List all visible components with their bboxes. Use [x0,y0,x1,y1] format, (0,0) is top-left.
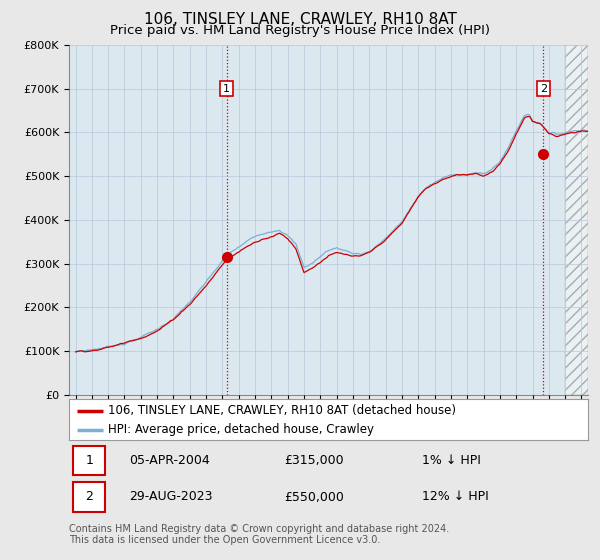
Text: 1: 1 [223,83,230,94]
Text: Price paid vs. HM Land Registry's House Price Index (HPI): Price paid vs. HM Land Registry's House … [110,24,490,36]
Bar [565,45,588,395]
Text: Contains HM Land Registry data © Crown copyright and database right 2024.
This d: Contains HM Land Registry data © Crown c… [69,524,449,545]
Text: HPI: Average price, detached house, Crawley: HPI: Average price, detached house, Craw… [108,423,374,436]
Text: 1% ↓ HPI: 1% ↓ HPI [422,454,481,467]
Bar [565,45,588,395]
Bar [73,482,106,512]
Text: 12% ↓ HPI: 12% ↓ HPI [422,491,488,503]
Bar [73,446,106,475]
Text: 1: 1 [85,454,93,467]
Text: 2: 2 [85,491,93,503]
Text: 106, TINSLEY LANE, CRAWLEY, RH10 8AT (detached house): 106, TINSLEY LANE, CRAWLEY, RH10 8AT (de… [108,404,456,417]
Text: 29-AUG-2023: 29-AUG-2023 [128,491,212,503]
Text: 05-APR-2004: 05-APR-2004 [128,454,209,467]
Text: £550,000: £550,000 [284,491,344,503]
Text: 106, TINSLEY LANE, CRAWLEY, RH10 8AT: 106, TINSLEY LANE, CRAWLEY, RH10 8AT [143,12,457,27]
Text: 2: 2 [540,83,547,94]
Text: £315,000: £315,000 [284,454,344,467]
